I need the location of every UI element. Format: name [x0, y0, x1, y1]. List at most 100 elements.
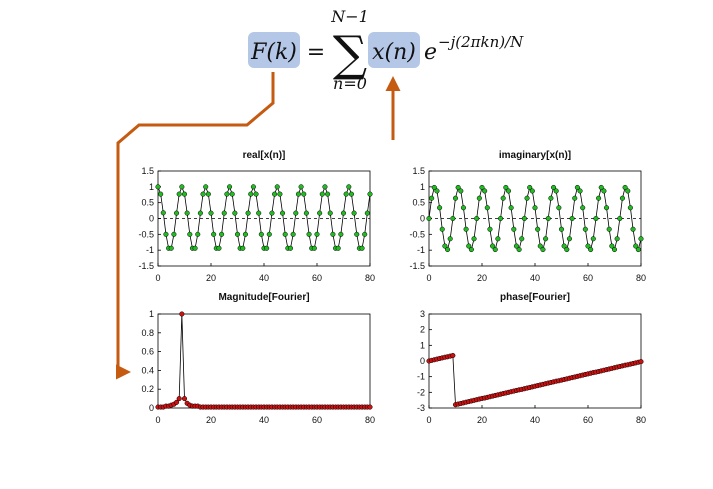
data-point — [460, 205, 467, 211]
data-point — [359, 245, 365, 251]
data-point — [346, 184, 352, 190]
data-point — [282, 231, 288, 237]
x-tick-label: 0 — [426, 273, 431, 283]
x-tick-label: 40 — [530, 415, 540, 425]
data-point — [155, 184, 161, 190]
data-point — [181, 191, 188, 197]
data-point — [176, 191, 182, 197]
data-point — [426, 215, 432, 222]
data-point — [548, 195, 554, 201]
x-tick-label: 20 — [477, 415, 487, 425]
data-point — [442, 243, 448, 249]
data-point — [216, 245, 222, 251]
data-point — [484, 205, 490, 211]
data-point — [588, 246, 594, 253]
data-point — [274, 184, 280, 190]
data-point — [606, 226, 612, 232]
data-point — [490, 243, 496, 249]
data-point — [532, 205, 538, 211]
data-point — [232, 210, 238, 216]
y-tick-label: 1.5 — [412, 166, 425, 176]
data-point — [272, 191, 278, 197]
data-point — [596, 195, 602, 201]
data-point — [245, 210, 251, 216]
data-point — [158, 191, 164, 197]
data-point — [224, 191, 230, 197]
data-point — [163, 231, 169, 237]
x-tick-label: 20 — [206, 415, 216, 425]
data-point — [551, 184, 557, 191]
series-line — [428, 355, 642, 406]
data-point — [351, 210, 357, 216]
data-point — [445, 246, 451, 253]
x-tick-label: 20 — [477, 273, 487, 283]
data-point — [330, 231, 336, 237]
data-point — [556, 205, 562, 211]
data-point — [317, 210, 323, 216]
data-point — [264, 245, 270, 251]
data-point — [566, 236, 573, 242]
data-point — [171, 231, 177, 237]
data-point — [633, 243, 639, 249]
x-tick-label: 0 — [155, 273, 160, 283]
panel-real-signal: real[x(n)] 0 20 40 60 80 1.5 1 0.5 0 -0.5 -1 -1.5 — [138, 150, 375, 283]
data-point — [609, 243, 615, 249]
data-point — [219, 231, 225, 237]
data-point — [168, 245, 174, 251]
data-point — [250, 184, 256, 190]
data-point — [192, 245, 198, 251]
data-point — [537, 243, 543, 249]
data-point — [511, 226, 517, 232]
data-point — [458, 188, 464, 194]
data-point — [319, 191, 325, 197]
data-point — [521, 215, 527, 222]
data-point — [184, 210, 190, 216]
data-point — [529, 188, 535, 194]
data-point — [203, 184, 209, 190]
data-point — [176, 396, 182, 402]
data-point — [240, 245, 246, 251]
data-point — [269, 210, 275, 216]
x-tick-label: 60 — [312, 415, 322, 425]
data-point — [604, 205, 610, 211]
data-point — [463, 226, 469, 232]
data-point — [306, 231, 312, 237]
data-point — [325, 191, 331, 197]
panel-title: phase[Fourier] — [500, 292, 570, 303]
y-tick-label: 1 — [149, 182, 154, 192]
data-point — [447, 236, 453, 242]
data-point — [362, 231, 368, 237]
data-point — [630, 226, 636, 232]
exponential-power: −j(2πkn)/N — [438, 33, 524, 51]
data-point — [256, 210, 262, 216]
data-point — [622, 184, 628, 191]
data-point — [601, 188, 607, 194]
data-point — [508, 205, 514, 211]
y-tick-label: 1.5 — [141, 166, 154, 176]
data-point — [160, 210, 166, 216]
data-point — [585, 243, 591, 249]
x-tick-label: 80 — [636, 273, 646, 283]
y-tick-label: 0 — [420, 356, 425, 366]
data-point — [367, 404, 373, 410]
y-tick-label: 1 — [420, 182, 425, 192]
data-point — [437, 205, 443, 211]
data-point — [287, 245, 294, 251]
panel-title: imaginary[x(n)] — [499, 150, 571, 161]
data-point — [277, 191, 283, 197]
data-point — [498, 215, 504, 222]
y-tick-label: 1 — [149, 309, 154, 319]
y-tick-label: -1 — [417, 245, 425, 255]
y-tick-label: 3 — [420, 309, 425, 319]
exponential-base: e — [424, 40, 437, 65]
data-point — [572, 195, 578, 201]
y-tick-label: 0.4 — [141, 365, 154, 375]
data-point — [611, 246, 618, 253]
series-line — [158, 313, 370, 408]
x-tick-label: 60 — [312, 273, 322, 283]
x-tick-label: 80 — [365, 273, 375, 283]
y-tick-label: 2 — [420, 325, 425, 335]
data-point — [627, 205, 633, 211]
data-point — [205, 191, 211, 197]
data-point — [314, 231, 320, 237]
